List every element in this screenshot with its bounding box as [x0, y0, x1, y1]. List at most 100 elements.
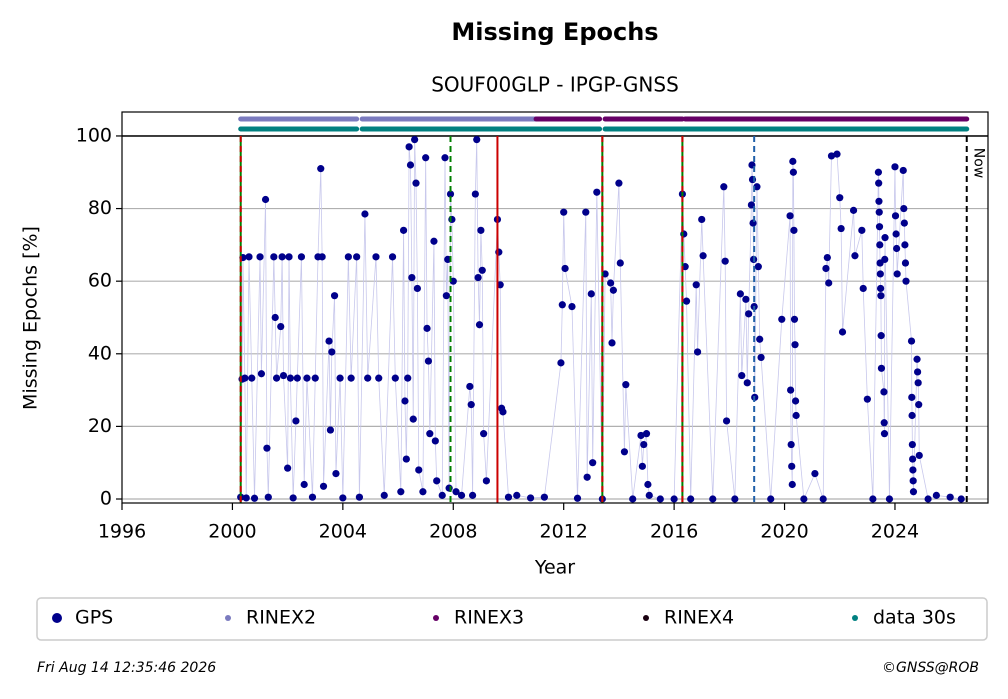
data-point: [297, 253, 306, 261]
data-point: [693, 348, 702, 356]
data-point: [819, 495, 827, 503]
data-point: [561, 264, 569, 273]
x-tick-label: 2020: [760, 521, 808, 543]
legend-marker: [643, 615, 649, 621]
data-point: [880, 430, 889, 438]
data-point: [786, 212, 794, 220]
data-point: [827, 152, 836, 160]
data-point: [270, 253, 278, 261]
timestamp: Fri Aug 14 12:35:46 2026: [37, 660, 216, 676]
legend-marker: [433, 615, 439, 621]
data-point: [446, 190, 455, 198]
data-point: [743, 379, 751, 387]
x-tick-label: 1996: [98, 521, 146, 543]
data-point: [478, 266, 486, 274]
x-tick-label: 2000: [208, 521, 256, 543]
data-point: [608, 339, 616, 347]
data-point: [680, 230, 688, 238]
data-point: [473, 135, 481, 144]
data-point: [292, 417, 300, 425]
data-point: [431, 437, 439, 445]
data-point: [863, 395, 871, 403]
data-point: [347, 374, 355, 382]
chart-title: Missing Epochs: [451, 18, 658, 46]
data-point: [791, 397, 800, 405]
data-point: [811, 469, 819, 478]
data-point: [391, 374, 399, 382]
data-point: [876, 270, 884, 278]
data-point: [874, 168, 883, 176]
legend-label: RINEX3: [454, 607, 524, 629]
data-point: [419, 488, 427, 496]
data-point: [908, 440, 916, 449]
data-point: [504, 493, 513, 501]
data-point: [289, 494, 297, 502]
data-point: [582, 208, 590, 216]
data-point: [877, 284, 885, 293]
data-point: [272, 374, 281, 382]
now-annotation: Now: [971, 148, 987, 179]
series-line: [240, 139, 962, 500]
data-point: [699, 252, 707, 260]
data-point: [901, 259, 910, 267]
data-point: [442, 292, 450, 300]
data-point: [441, 154, 449, 162]
y-tick-label: 20: [88, 415, 112, 437]
data-point: [742, 295, 750, 303]
data-point: [837, 224, 845, 233]
y-tick-label: 40: [88, 342, 112, 364]
data-point: [526, 494, 535, 502]
data-point: [875, 197, 883, 205]
data-point: [838, 328, 847, 336]
data-point: [404, 374, 412, 382]
legend-marker: [225, 615, 231, 621]
data-point: [638, 462, 646, 470]
data-point: [339, 494, 347, 502]
data-point: [293, 374, 301, 382]
data-point: [692, 281, 700, 289]
data-point: [642, 430, 651, 438]
data-point: [880, 419, 888, 427]
data-point: [330, 292, 339, 300]
data-point: [401, 397, 409, 405]
data-point: [851, 252, 859, 260]
data-point: [822, 264, 830, 273]
data-point: [332, 469, 340, 478]
data-point: [609, 286, 617, 294]
legend-label: RINEX4: [664, 607, 734, 629]
data-point: [607, 279, 615, 287]
data-point: [284, 464, 292, 472]
data-point: [899, 166, 907, 175]
data-point: [767, 495, 775, 503]
data-point: [380, 491, 388, 499]
data-point: [408, 273, 416, 282]
data-point: [308, 493, 317, 501]
data-point: [402, 455, 410, 463]
data-point: [788, 480, 796, 489]
data-point: [914, 368, 922, 376]
legend-marker: [52, 613, 62, 623]
data-point: [557, 359, 565, 367]
data-point: [257, 370, 266, 378]
data-point: [908, 411, 916, 420]
data-point: [245, 253, 253, 261]
data-point: [364, 374, 372, 382]
x-tick-label: 2016: [650, 521, 698, 543]
data-point: [433, 477, 441, 485]
data-point: [756, 335, 764, 343]
data-point: [877, 332, 885, 340]
data-point: [477, 226, 485, 234]
data-point: [738, 371, 746, 380]
legend-box: [36, 597, 988, 641]
data-point: [263, 444, 271, 452]
data-point: [788, 462, 796, 470]
data-point: [875, 223, 884, 231]
data-point: [909, 466, 917, 474]
data-point: [285, 253, 293, 261]
data-point: [790, 226, 798, 234]
data-point: [900, 219, 908, 227]
data-point: [682, 297, 691, 305]
data-point: [901, 241, 909, 249]
data-point: [792, 411, 800, 420]
